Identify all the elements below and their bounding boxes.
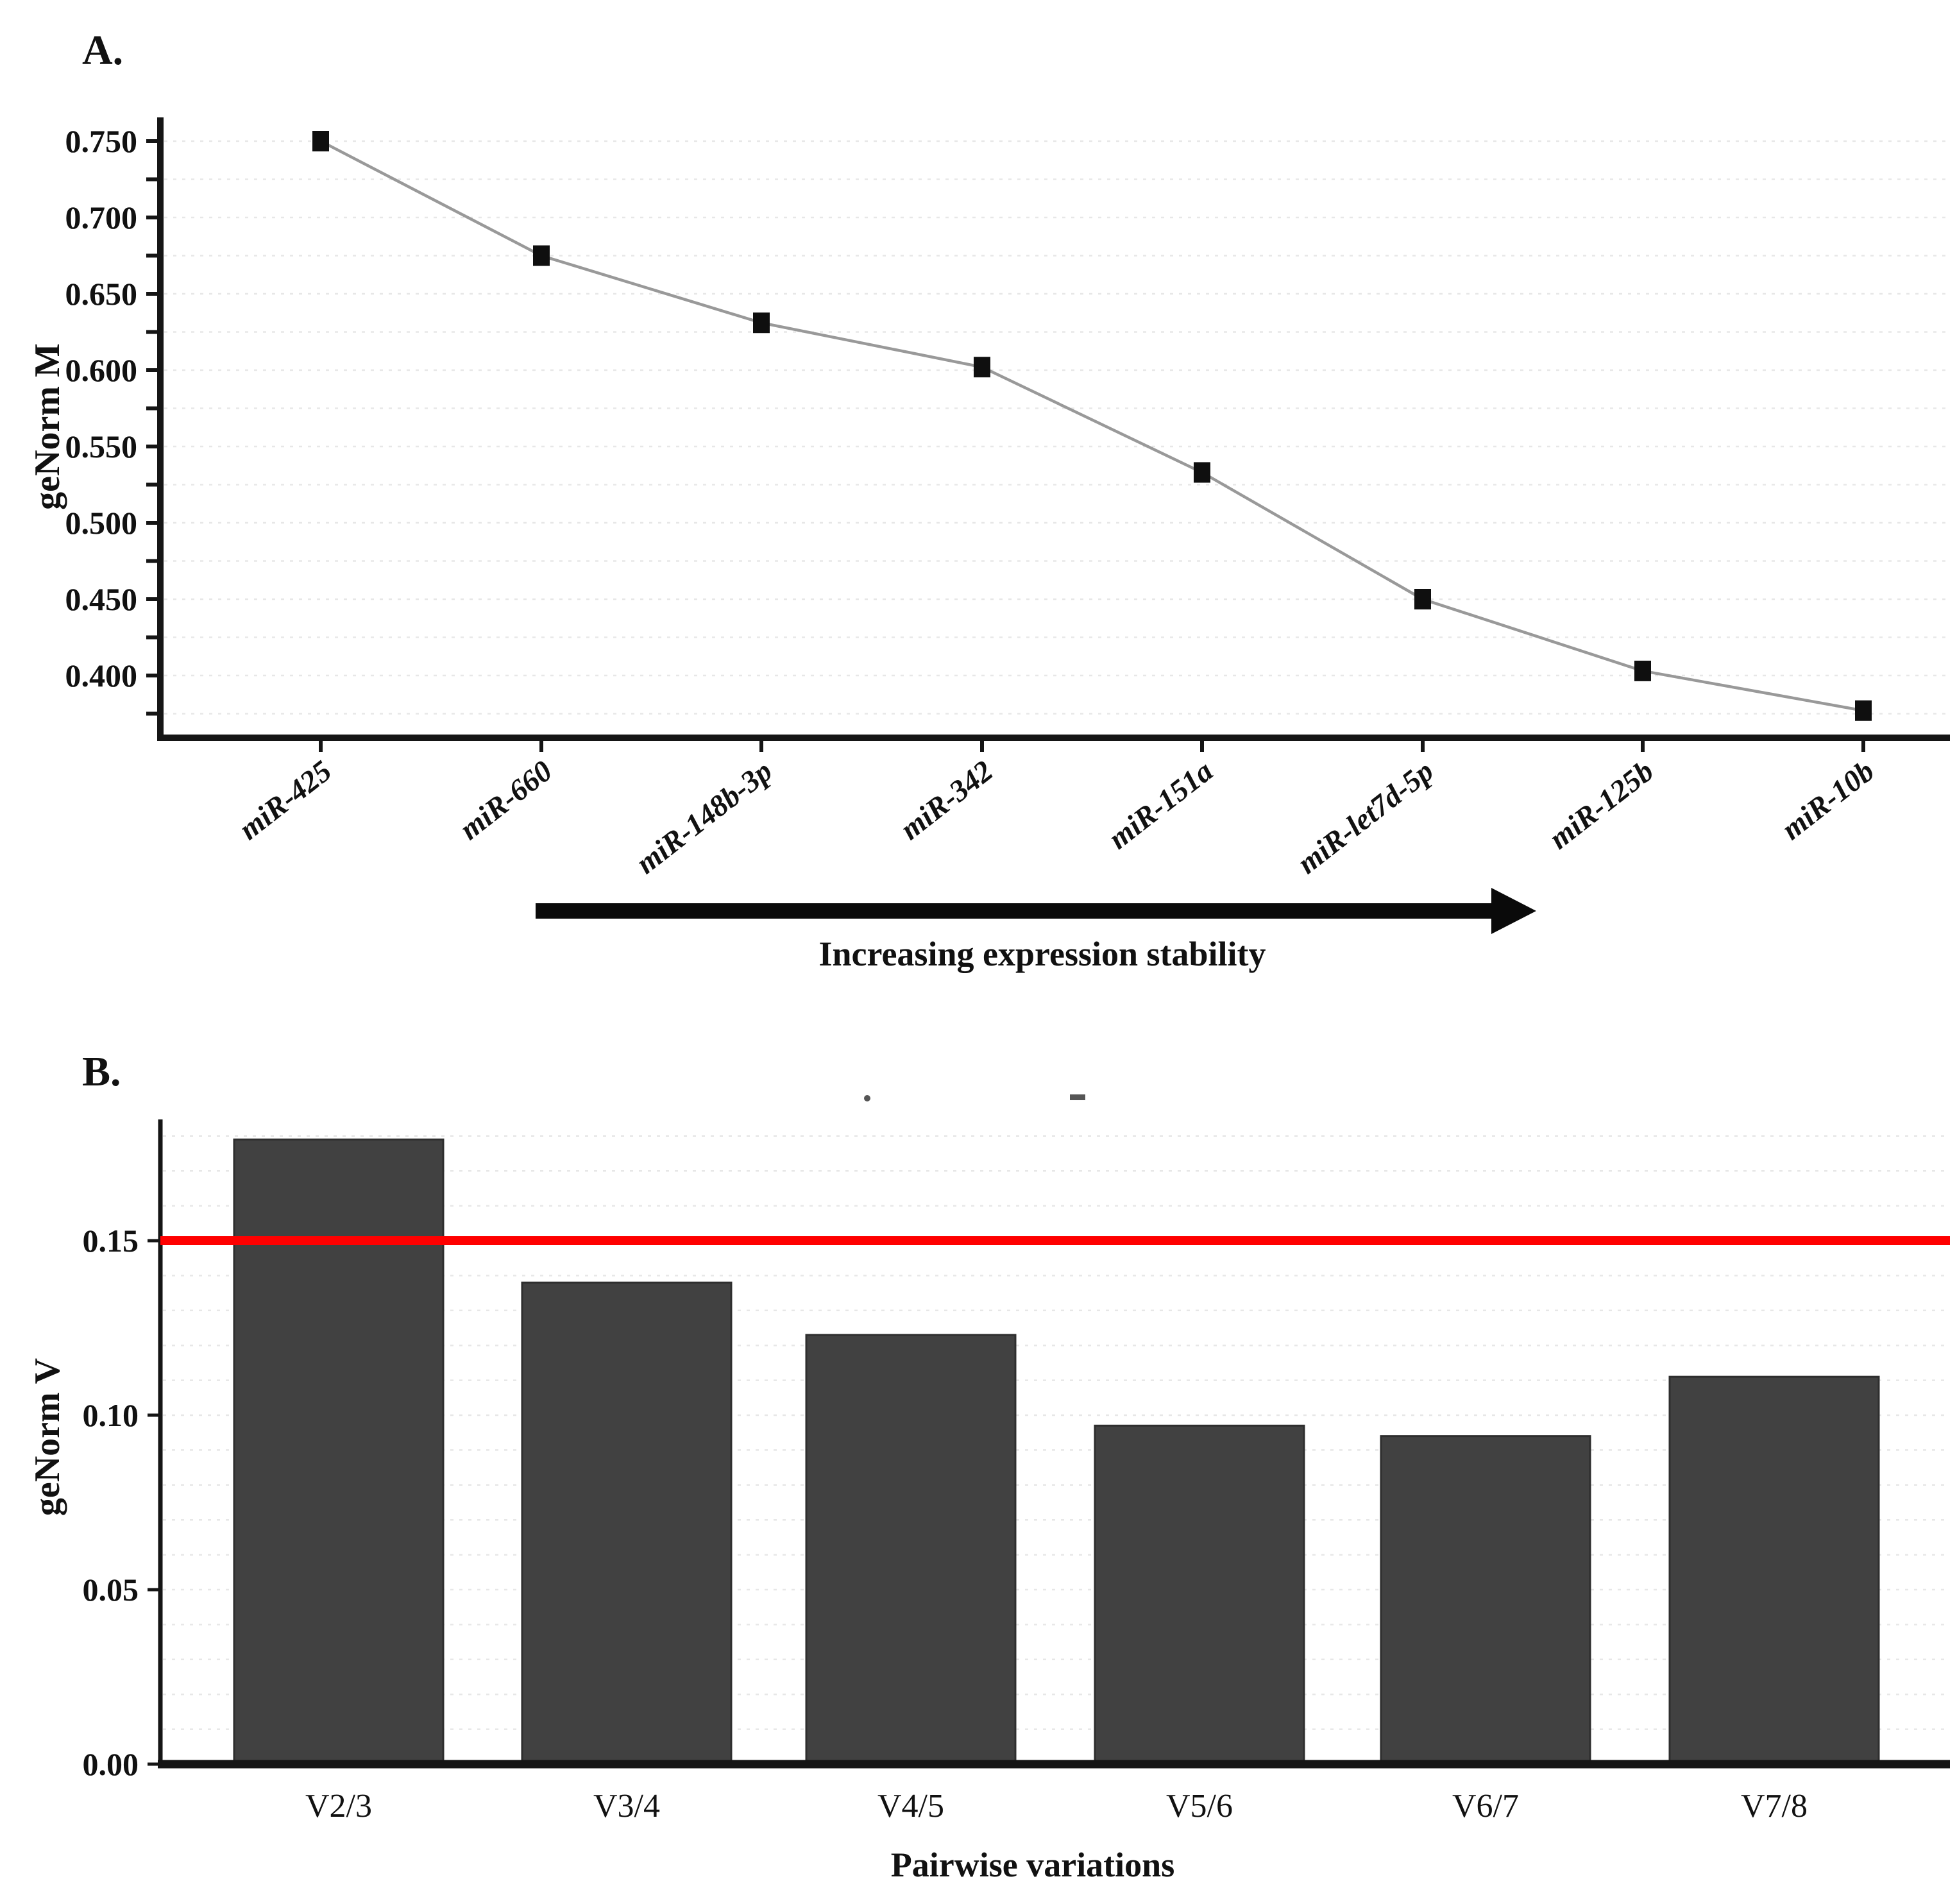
panel-a: A. 0.7500.7000.6500.6000.5500.5000.4500.… bbox=[28, 27, 1950, 973]
panel-b-letter: B. bbox=[82, 1048, 121, 1095]
x-category-label: miR-let7d-5p bbox=[1291, 754, 1440, 881]
arrow-shaft bbox=[536, 903, 1491, 919]
bar-V3/4 bbox=[521, 1281, 733, 1765]
y-tick-label: 0.750 bbox=[65, 123, 138, 159]
x-category-label: V6/7 bbox=[1452, 1788, 1519, 1824]
x-category-label: miR-342 bbox=[894, 754, 999, 847]
panel-a-arrow-annotation: Increasing expression stability bbox=[818, 935, 1266, 973]
data-point-miR-125b bbox=[1634, 660, 1651, 681]
y-tick-label: 0.05 bbox=[83, 1572, 139, 1608]
panel-b: B. 0.15 0.10 0.05 0.00 V2/3 V3/4 V4/5 V5/6 V6/7 V… bbox=[28, 1048, 1950, 1884]
series-line bbox=[319, 140, 1864, 712]
panel-b-x-axis-title: Pairwise variations bbox=[891, 1846, 1174, 1884]
panel-a-letter: A. bbox=[82, 27, 123, 74]
x-category-label: V3/4 bbox=[593, 1788, 660, 1824]
y-tick-label: 0.650 bbox=[65, 276, 138, 312]
y-tick-label: 0.450 bbox=[65, 581, 138, 617]
y-tick-label: 0.550 bbox=[65, 429, 138, 464]
panel-a-line-series bbox=[312, 131, 1872, 721]
y-tick-label: 0.400 bbox=[65, 658, 138, 693]
data-point-miR-148b-3p bbox=[753, 312, 770, 334]
panel-a-y-axis-title: geNorm M bbox=[28, 343, 67, 510]
bar-V7/8 bbox=[1668, 1375, 1880, 1765]
data-point-miR-660 bbox=[533, 245, 550, 266]
panel-b-y-axis-title: geNorm V bbox=[28, 1358, 67, 1516]
x-category-label: miR-425 bbox=[233, 754, 338, 847]
bar-V2/3 bbox=[233, 1138, 445, 1765]
increasing-stability-arrow bbox=[536, 888, 1536, 934]
x-category-label: V2/3 bbox=[305, 1788, 372, 1824]
y-tick-label: 0.15 bbox=[83, 1223, 139, 1259]
data-point-miR-425 bbox=[312, 131, 329, 151]
arrow-head-icon bbox=[1491, 888, 1536, 934]
y-tick-label: 0.700 bbox=[65, 200, 138, 235]
bar-V6/7 bbox=[1380, 1435, 1591, 1765]
bar-V4/5 bbox=[805, 1334, 1017, 1765]
y-tick-label: 0.600 bbox=[65, 352, 138, 388]
x-category-label: V7/8 bbox=[1741, 1788, 1808, 1824]
panel-a-axis-labels: 0.750 0.700 0.650 0.600 0.550 0.500 0.450 0.400… bbox=[65, 123, 1881, 881]
x-category-label: miR-151a bbox=[1103, 754, 1219, 856]
y-tick-label: 0.10 bbox=[83, 1397, 139, 1433]
panel-a-gridlines bbox=[164, 140, 1950, 715]
bar-V5/6 bbox=[1094, 1424, 1305, 1765]
y-tick-label: 0.00 bbox=[83, 1746, 139, 1782]
x-category-label: miR-148b-3p bbox=[630, 754, 779, 881]
panel-b-axis-labels: 0.15 0.10 0.05 0.00 V2/3 V3/4 V4/5 V5/6 V6/7 V7/8 bbox=[83, 1223, 1808, 1824]
data-point-miR-let7d-5p bbox=[1414, 589, 1431, 609]
x-category-label: V5/6 bbox=[1166, 1788, 1233, 1824]
stray-mark-dash bbox=[1070, 1094, 1085, 1100]
data-point-miR-10b bbox=[1855, 700, 1872, 721]
panel-a-axes bbox=[146, 117, 1950, 752]
panel-b-axes bbox=[148, 1119, 1950, 1769]
panel-b-gridlines bbox=[163, 1135, 1950, 1730]
y-tick-label: 0.500 bbox=[65, 505, 138, 541]
panel-b-bars bbox=[233, 1138, 1880, 1765]
x-category-label: miR-660 bbox=[453, 754, 559, 847]
stray-mark-dot bbox=[864, 1095, 870, 1101]
data-point-miR-342 bbox=[974, 357, 990, 378]
x-category-label: V4/5 bbox=[877, 1788, 944, 1824]
x-category-label: miR-125b bbox=[1543, 754, 1660, 856]
x-category-label: miR-10b bbox=[1775, 754, 1881, 847]
data-point-miR-151a bbox=[1194, 462, 1210, 483]
